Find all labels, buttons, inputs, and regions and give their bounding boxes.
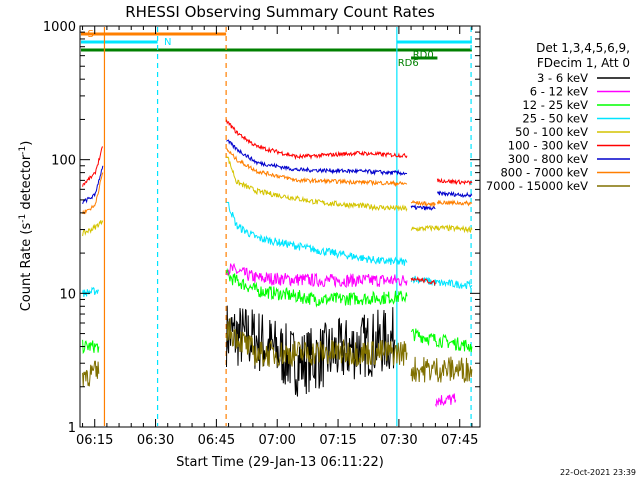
chart-title: RHESSI Observing Summary Count Rates <box>125 3 435 21</box>
legend-label: 800 - 7000 keV <box>500 166 588 180</box>
series-line <box>410 356 473 383</box>
series-line <box>226 262 408 289</box>
legend-label: 12 - 25 keV <box>522 98 588 112</box>
x-tick-label: 07:15 <box>319 433 356 448</box>
series-line <box>226 139 408 177</box>
series-line <box>410 275 473 289</box>
series-line <box>410 276 436 287</box>
series-line <box>226 156 408 212</box>
legend-label: 25 - 50 keV <box>522 112 588 126</box>
x-tick-label: 07:45 <box>441 433 478 448</box>
flag-label: RD6 <box>398 58 419 69</box>
legend-label: 6 - 12 keV <box>530 85 588 99</box>
flag-label: RD0 <box>413 50 434 61</box>
series-line <box>226 267 408 308</box>
x-tick-label: 07:30 <box>380 433 417 448</box>
y-axis-label: Count Rate (s-1 detector-1) <box>18 141 34 312</box>
plot-frame <box>79 25 481 428</box>
x-tick-label: 06:45 <box>198 433 235 448</box>
x-tick-label: 07:00 <box>258 433 295 448</box>
series-line <box>436 190 473 199</box>
legend-label: 50 - 100 keV <box>515 125 588 139</box>
y-tick-label: 10 <box>59 287 76 302</box>
y-tick-label: 100 <box>51 154 76 169</box>
legend: Det 1,3,4,5,6,9, FDecim 1, Att 0 3 - 6 k… <box>486 41 630 193</box>
series-line <box>82 360 100 387</box>
flag-label: S <box>87 29 93 40</box>
series-line <box>82 146 104 187</box>
y-tick-label: 1 <box>68 421 76 436</box>
legend-label: 7000 - 15000 keV <box>486 179 588 193</box>
series-line <box>82 339 100 355</box>
x-tick-label: 06:30 <box>137 433 174 448</box>
legend-label: 100 - 300 keV <box>508 139 588 153</box>
x-tick-label: 06:15 <box>76 433 113 448</box>
series-line <box>82 220 104 237</box>
series-line <box>410 203 436 211</box>
series-line <box>436 199 473 207</box>
legend-label: 300 - 800 keV <box>508 152 588 166</box>
series-line <box>226 318 408 367</box>
series-line <box>226 305 396 397</box>
series-line <box>226 119 408 160</box>
series-layer <box>82 119 473 408</box>
series-line <box>226 201 408 266</box>
series-line <box>82 165 104 204</box>
timestamp: 22-Oct-2021 23:39 <box>560 468 636 477</box>
legend-header-line-1: Det 1,3,4,5,6,9, <box>536 41 630 55</box>
y-axis: 1 10 100 1000 <box>43 20 480 436</box>
series-line <box>410 224 473 234</box>
series-line <box>226 148 408 188</box>
x-axis: 06:15 06:30 06:45 07:00 07:15 07:30 07:45 <box>76 26 478 448</box>
series-line <box>436 177 473 186</box>
legend-label: 3 - 6 keV <box>537 71 588 85</box>
series-line <box>82 286 100 297</box>
series-line <box>434 393 457 408</box>
series-line <box>82 172 104 215</box>
x-axis-label: Start Time (29-Jan-13 06:11:22) <box>176 455 384 470</box>
series-line <box>410 199 436 208</box>
y-tick-label: 1000 <box>43 20 76 35</box>
flag-label: N <box>164 37 171 48</box>
legend-header-line-2: FDecim 1, Att 0 <box>537 56 630 70</box>
series-line <box>410 328 473 353</box>
